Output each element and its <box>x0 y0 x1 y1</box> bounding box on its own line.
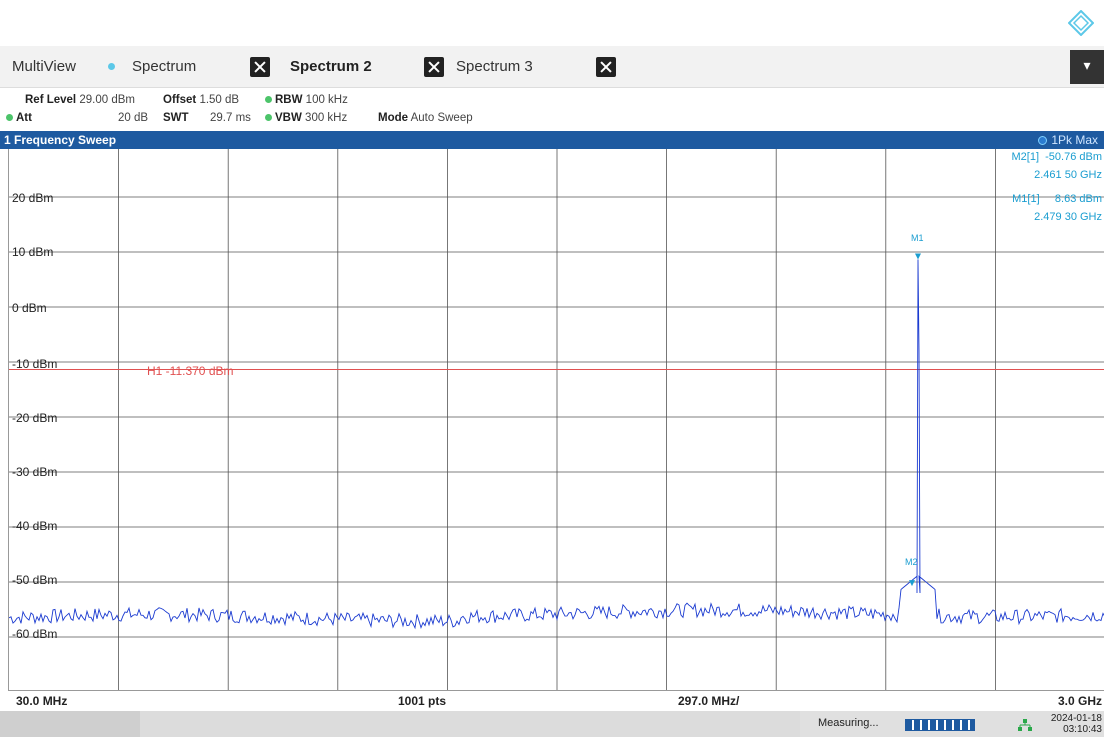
m1-level: 8.63 dBm <box>1054 193 1102 205</box>
vbw-value: 300 kHz <box>305 112 348 124</box>
span-per-division: 297.0 MHz/ <box>678 694 740 708</box>
menu-dropdown-button[interactable]: ▾ <box>1070 50 1104 84</box>
y-label-minus40: -40 dBm <box>12 519 58 533</box>
multiview-indicator-icon <box>108 63 115 70</box>
status-segment <box>140 711 800 737</box>
settings-panel: Ref Level 29.00 dBm Offset 1.50 dB RBW 1… <box>0 88 1104 130</box>
hline-label: H1 -11.370 dBm <box>147 364 234 378</box>
m1-tag: M1 <box>911 233 924 243</box>
offset-value: 1.50 dB <box>199 94 240 106</box>
ref-level-value: 29.00 dBm <box>79 94 135 106</box>
status-bar: Measuring... 2024-01-18 03:10:43 <box>0 711 1104 737</box>
ref-level-label: Ref Level <box>25 94 77 106</box>
measuring-status: Measuring... <box>818 717 879 729</box>
y-label-20: 20 dBm <box>12 191 54 205</box>
m2-marker-icon <box>909 580 915 587</box>
att-value: 20 dB <box>118 112 149 124</box>
stop-frequency: 3.0 GHz <box>1057 694 1102 708</box>
close-spectrum-icon[interactable] <box>250 57 270 77</box>
att-label: Att <box>16 112 32 124</box>
y-label-10: 10 dBm <box>12 245 54 259</box>
sweep-points: 1001 pts <box>398 694 447 708</box>
window-title: 1 Frequency Sweep <box>4 133 117 147</box>
vbw-label: VBW <box>275 112 302 124</box>
date-time: 2024-01-18 03:10:43 <box>1051 713 1102 735</box>
status-time: 03:10:43 <box>1063 724 1102 735</box>
tab-spectrum[interactable]: Spectrum <box>132 58 197 75</box>
plot-grid <box>9 149 1104 690</box>
spectrum-plot[interactable]: 20 dBm 10 dBm 0 dBm -10 dBm -20 dBm -30 … <box>8 149 1104 690</box>
swt-label: SWT <box>163 112 189 124</box>
y-label-minus30: -30 dBm <box>12 465 58 479</box>
swt-value: 29.7 ms <box>210 112 251 124</box>
spectrum-trace <box>9 259 1104 630</box>
network-icon <box>1018 719 1032 731</box>
trace-indicator: 1Pk Max <box>1038 131 1098 149</box>
progress-bar <box>905 719 975 731</box>
m2-label: M2[1] <box>1011 151 1039 163</box>
mode-value: Auto Sweep <box>410 112 473 124</box>
window-header[interactable]: 1 Frequency Sweep 1Pk Max <box>0 131 1104 149</box>
y-label-minus60: -60 dBm <box>12 627 58 641</box>
mode-label: Mode <box>378 112 409 124</box>
start-frequency: 30.0 MHz <box>16 694 68 708</box>
tab-multiview[interactable]: MultiView <box>12 58 76 75</box>
brand-strip <box>0 0 1104 46</box>
tab-spectrum-2[interactable]: Spectrum 2 <box>290 58 372 75</box>
rbw-label: RBW <box>275 94 303 106</box>
m1-label: M1[1] <box>1012 193 1040 205</box>
m2-tag: M2 <box>905 557 918 567</box>
y-label-minus10: -10 dBm <box>12 357 58 371</box>
m1-freq: 2.479 30 GHz <box>1034 211 1102 223</box>
rbw-value: 100 kHz <box>305 94 348 106</box>
status-date: 2024-01-18 <box>1050 713 1102 724</box>
y-label-0: 0 dBm <box>12 301 47 315</box>
tab-spectrum-3[interactable]: Spectrum 3 <box>456 58 533 75</box>
close-spectrum-3-icon[interactable] <box>596 57 616 77</box>
marker-m2-readout: M2[1] -50.76 dBm <box>1011 151 1102 163</box>
marker-m1-readout: M1[1] 8.63 dBm <box>1012 193 1102 205</box>
vbw-coupled-icon <box>265 114 272 122</box>
m1-marker-icon <box>915 253 921 260</box>
x-axis-bar: 30.0 MHz 1001 pts 297.0 MHz/ 3.0 GHz <box>8 690 1104 710</box>
tab-bar: MultiView Spectrum Spectrum 2 Spectrum 3… <box>0 46 1104 88</box>
m2-freq: 2.461 50 GHz <box>1034 169 1102 181</box>
m2-level: -50.76 dBm <box>1045 151 1102 163</box>
close-spectrum-2-icon[interactable] <box>424 57 444 77</box>
status-segment <box>0 711 140 737</box>
rohde-schwarz-logo-icon <box>1068 10 1094 36</box>
y-label-minus20: -20 dBm <box>12 411 58 425</box>
rbw-coupled-icon <box>265 96 272 104</box>
y-label-minus50: -50 dBm <box>12 573 58 587</box>
offset-label: Offset <box>163 94 197 106</box>
att-coupled-icon <box>6 114 13 122</box>
